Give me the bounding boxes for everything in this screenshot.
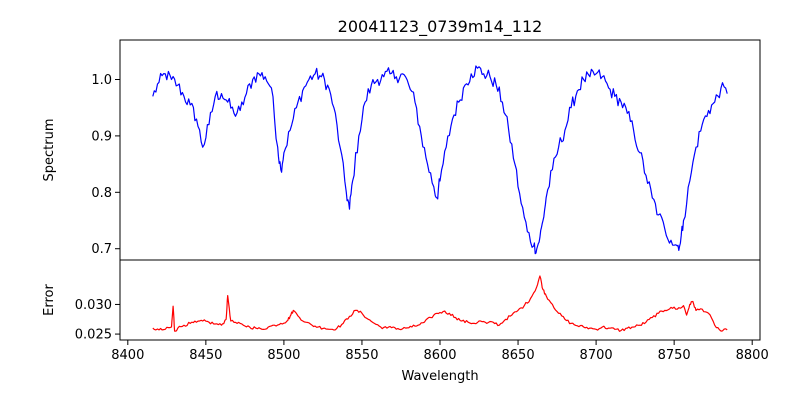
wavelength-x-tick-label: 8450 bbox=[189, 348, 222, 363]
wavelength-x-axis-label: Wavelength bbox=[401, 369, 478, 384]
wavelength-x-tick-label: 8550 bbox=[345, 348, 378, 363]
spectrum-y-tick-label: 0.7 bbox=[91, 242, 112, 257]
error-y-axis-label: Error bbox=[42, 284, 57, 316]
wavelength-x-tick-label: 8700 bbox=[580, 348, 613, 363]
wavelength-x-tick-label: 8500 bbox=[267, 348, 300, 363]
error-y-ticks: 0.025 0.030 bbox=[75, 298, 120, 343]
spectrum-y-tick-label: 0.9 bbox=[91, 129, 112, 144]
spectrum-y-tick-label: 0.8 bbox=[91, 186, 112, 201]
error-y-tick-label: 0.030 bbox=[75, 298, 112, 313]
wavelength-x-tick-label: 8750 bbox=[658, 348, 691, 363]
error-y-tick-label: 0.025 bbox=[75, 328, 112, 343]
spectrum-series bbox=[152, 65, 728, 255]
wavelength-x-tick-label: 8800 bbox=[736, 348, 769, 363]
spectrum-line bbox=[152, 65, 728, 255]
chart-title: 20041123_0739m14_112 bbox=[338, 17, 543, 37]
spectrum-y-tick-label: 1.0 bbox=[91, 73, 112, 88]
spectrum-y-axis-label: Spectrum bbox=[42, 119, 57, 182]
wavelength-x-tick-label: 8600 bbox=[423, 348, 456, 363]
wavelength-x-ticks: 8400 8450 8500 8550 8600 8650 8700 8750 8800 bbox=[111, 340, 769, 363]
error-line bbox=[152, 275, 728, 332]
wavelength-x-tick-label: 8400 bbox=[111, 348, 144, 363]
wavelength-x-tick-label: 8650 bbox=[502, 348, 535, 363]
error-series bbox=[152, 275, 728, 332]
spectrum-y-ticks: 0.7 0.8 0.9 1.0 bbox=[91, 73, 120, 257]
